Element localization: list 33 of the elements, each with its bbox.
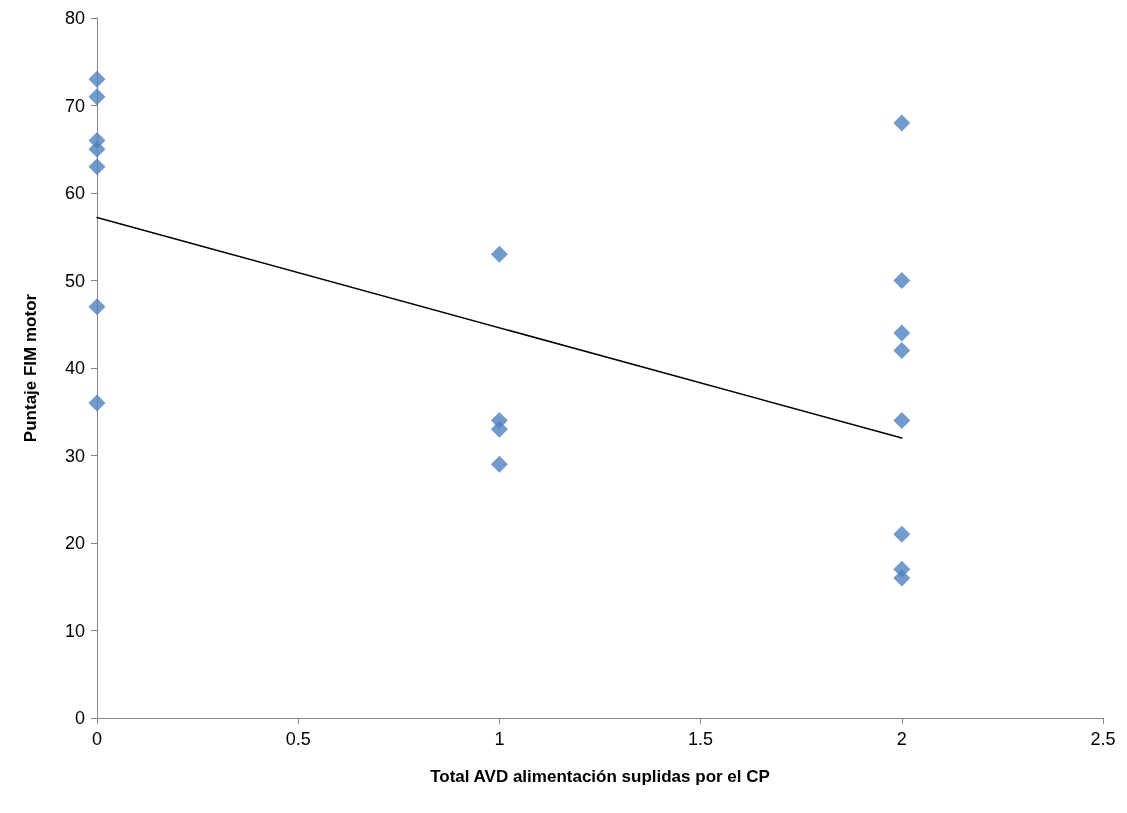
y-tick-label: 70 [64,95,85,116]
x-tick-label: 1 [494,729,505,749]
point [893,342,911,359]
x-tick-label: 0.5 [285,729,311,749]
point [490,420,508,438]
point [88,70,106,88]
point [88,88,106,106]
point [893,324,911,342]
x-tick-label: 2 [896,729,907,749]
y-tick-label: 40 [64,358,85,378]
x-tick-label: 0 [91,729,103,749]
point [893,272,911,289]
point [490,245,508,263]
point [893,569,911,587]
y-tick-label: 80 [64,8,85,28]
point [893,525,911,543]
x-axis-title: Total AVD alimentación suplidas por el CP [430,767,770,786]
y-tick-label: 60 [64,183,85,203]
point [88,298,106,316]
y-tick-label: 10 [64,620,85,641]
point [88,158,106,176]
x-tick-label: 2.5 [1090,729,1116,749]
y-axis-title: Puntaje FIM motor [21,293,40,443]
y-tick-label: 0 [74,708,85,728]
point [490,455,508,473]
y-tick-label: 20 [64,533,85,553]
point [88,140,106,158]
y-tick-label: 50 [64,270,85,291]
x-tick-label: 1.5 [688,729,714,749]
point [88,394,106,412]
point [893,412,911,429]
y-tick-label: 30 [64,445,85,466]
point [893,114,911,132]
